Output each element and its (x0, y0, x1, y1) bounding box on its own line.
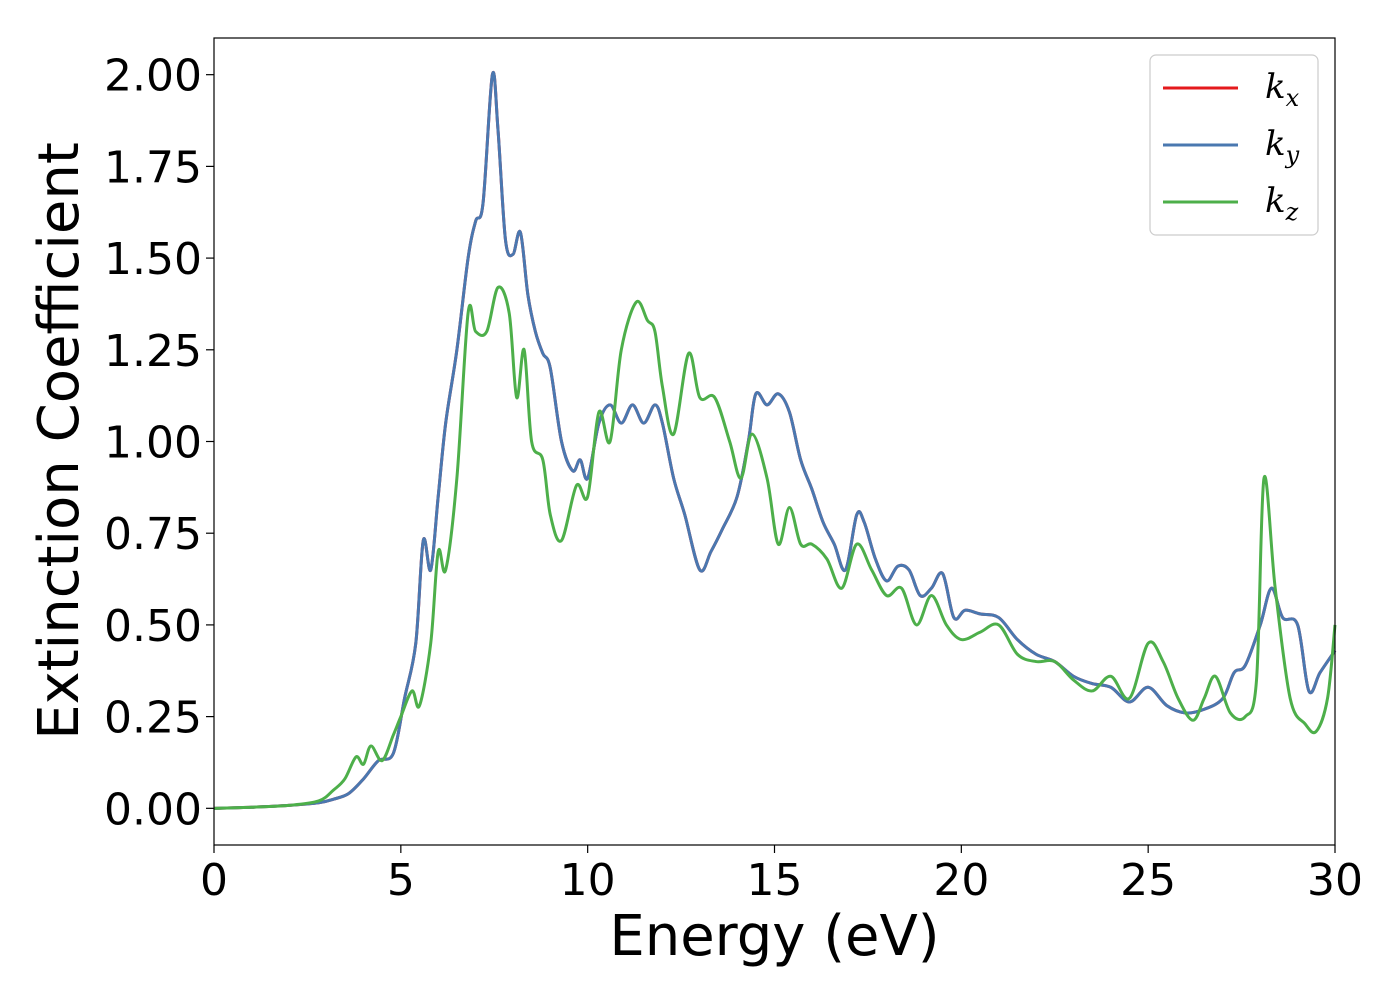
y-axis-ticks: 0.00 0.25 0.50 0.75 1.00 1.25 1.50 1.75 2.00 (104, 51, 214, 835)
y-tick-label: 0.00 (104, 784, 202, 835)
y-tick-label: 1.00 (104, 418, 202, 469)
y-axis-label: Extinction Coefficient (27, 142, 92, 740)
y-tick-label: 1.50 (104, 234, 202, 285)
series-line-k-y (213, 70, 1337, 810)
y-tick-label: 0.75 (104, 509, 202, 560)
x-tick-label: 25 (1120, 855, 1176, 906)
x-tick-label: 15 (747, 855, 803, 906)
series-layer (213, 70, 1337, 810)
legend-label-k-z: kz (1265, 181, 1299, 226)
x-axis-label: Energy (eV) (609, 904, 939, 969)
x-tick-label: 10 (560, 855, 616, 906)
x-axis-ticks: 0 5 10 15 20 25 30 (200, 845, 1363, 906)
series-line-k-z (213, 285, 1337, 810)
legend: kx ky kz (1149, 54, 1319, 236)
y-tick-label: 1.75 (104, 142, 202, 193)
x-tick-label: 5 (387, 855, 415, 906)
legend-label-k-y: ky (1265, 124, 1300, 169)
y-tick-label: 1.25 (104, 326, 202, 377)
legend-label-k-x: kx (1265, 67, 1300, 112)
x-tick-label: 30 (1307, 855, 1363, 906)
y-tick-label: 0.25 (104, 693, 202, 744)
y-tick-label: 2.00 (104, 51, 202, 102)
y-tick-label: 0.50 (104, 601, 202, 652)
x-tick-label: 0 (200, 855, 228, 906)
x-tick-label: 20 (933, 855, 989, 906)
